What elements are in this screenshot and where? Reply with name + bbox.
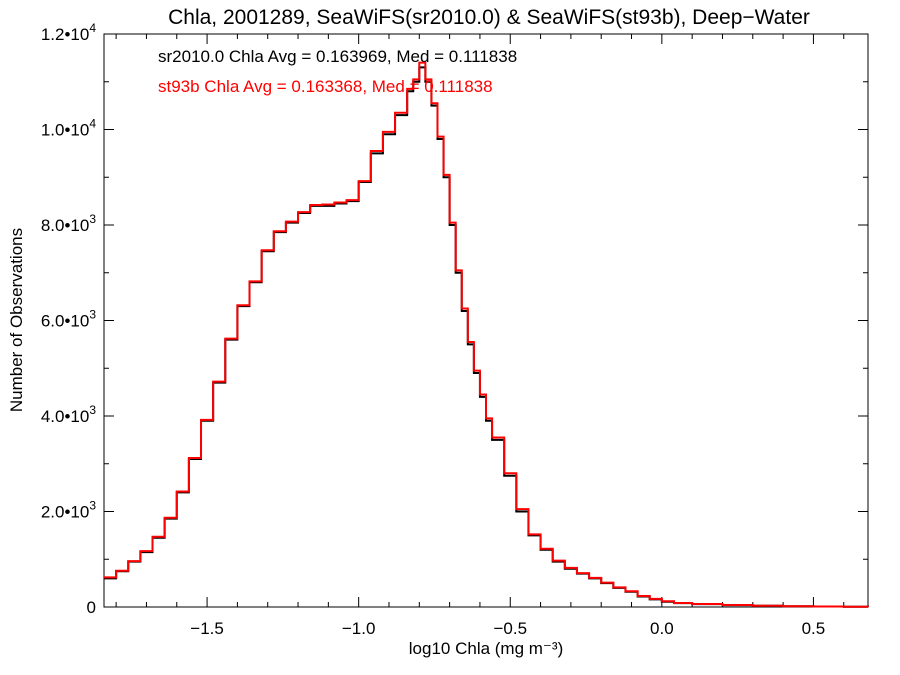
y-tick-label: 1.2•104 — [41, 21, 97, 44]
histogram-series — [104, 61, 869, 608]
y-axis-label: Number of Observations — [7, 228, 26, 412]
y-tick-exponent: 3 — [89, 499, 96, 513]
y-tick-exponent: 3 — [89, 212, 96, 226]
y-tick-label: 4.0•103 — [41, 403, 97, 426]
y-tick-label: 8.0•103 — [41, 212, 97, 235]
y-tick-label: 2.0•103 — [41, 499, 97, 522]
y-tick-mantissa: 8.0•10 — [41, 216, 90, 235]
y-tick-mantissa: 1.0•10 — [41, 121, 90, 140]
y-tick-mantissa: 2.0•10 — [41, 503, 90, 522]
x-tick-labels: −1.5 −1.0 −0.5 0.0 0.5 — [190, 619, 825, 638]
plot-frame — [103, 33, 869, 608]
y-tick-mantissa: 6.0•10 — [41, 312, 90, 331]
y-tick-mantissa: 4.0•10 — [41, 407, 90, 426]
x-tick-label: −1.0 — [342, 619, 376, 638]
y-tick-exponent: 3 — [89, 308, 96, 322]
x-tick-label: −0.5 — [493, 619, 527, 638]
chart-title: Chla, 2001289, SeaWiFS(sr2010.0) & SeaWi… — [168, 6, 810, 29]
axis-ticks — [104, 33, 868, 608]
y-tick-exponent: 3 — [89, 403, 96, 417]
y-tick-label: 0 — [87, 598, 96, 617]
series-sr2010-line — [104, 66, 869, 608]
x-tick-label: 0.5 — [802, 619, 826, 638]
y-tick-mantissa: 0 — [87, 598, 96, 617]
annotation-st93b: st93b Chla Avg = 0.163368, Med = 0.11183… — [158, 77, 493, 96]
annotation-sr2010: sr2010.0 Chla Avg = 0.163969, Med = 0.11… — [158, 47, 517, 66]
x-tick-label: 0.0 — [650, 619, 674, 638]
y-tick-label: 6.0•103 — [41, 308, 97, 331]
x-axis-label: log10 Chla (mg m⁻³) — [409, 639, 563, 658]
y-tick-label: 1.0•104 — [41, 117, 97, 140]
series-st93b-line — [104, 61, 869, 608]
y-tick-exponent: 4 — [89, 117, 96, 131]
y-tick-mantissa: 1.2•10 — [41, 25, 90, 44]
y-tick-exponent: 4 — [89, 21, 96, 35]
x-tick-label: −1.5 — [190, 619, 224, 638]
y-tick-labels: 02.0•1034.0•1036.0•1038.0•1031.0•1041.2•… — [41, 21, 97, 617]
